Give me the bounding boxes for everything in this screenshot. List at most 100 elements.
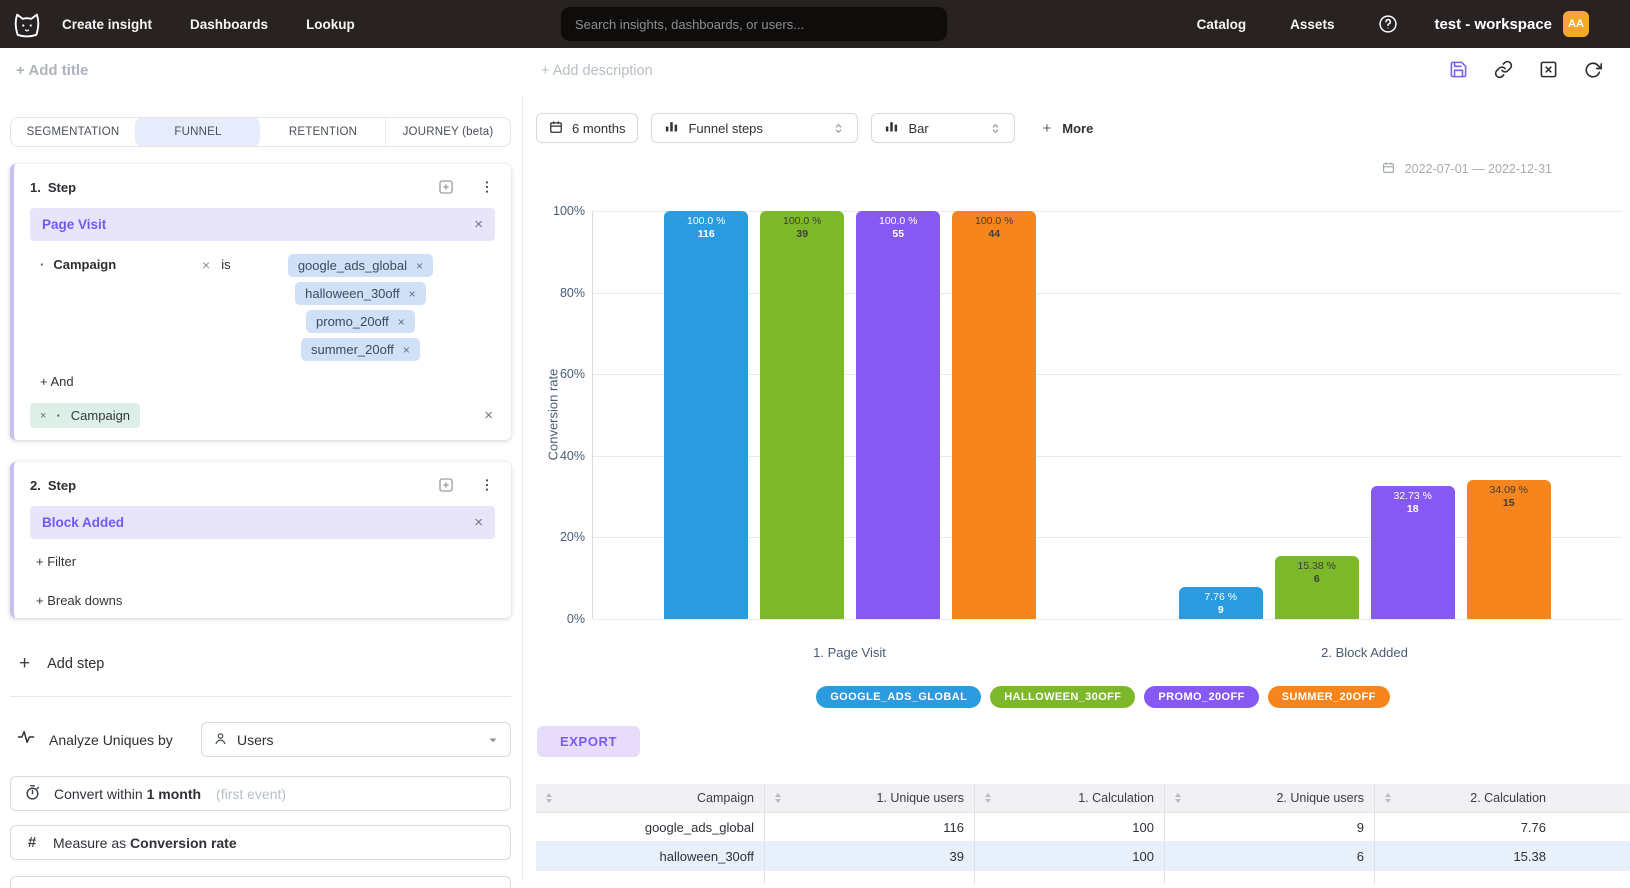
breakdown-value[interactable]: Campaign xyxy=(70,408,131,423)
nav-item-dashboards[interactable]: Dashboards xyxy=(190,16,269,32)
clear-icon[interactable] xyxy=(1539,60,1558,79)
x-axis-labels: 1. Page Visit 2. Block Added xyxy=(536,645,1622,660)
tab-segmentation[interactable]: SEGMENTATION xyxy=(26,126,120,138)
chip-remove-icon[interactable]: × xyxy=(415,258,423,273)
step-1-filter-row: · Campaign × is google_ads_global ×hallow… xyxy=(30,254,495,361)
analyze-entity-select[interactable]: Users xyxy=(201,722,511,757)
tab-retention[interactable]: RETENTION xyxy=(288,126,358,138)
legend-item-summer-20off[interactable]: SUMMER_20OFF xyxy=(1267,686,1390,708)
clipped-option-row xyxy=(10,876,511,888)
tab-funnel[interactable]: FUNNEL xyxy=(135,118,260,146)
bar-halloween-30off-2-block-added[interactable]: 15.38 % 6 xyxy=(1274,556,1359,619)
bar-summer-20off-2-block-added[interactable]: 34.09 % 15 xyxy=(1466,479,1551,619)
help-icon[interactable] xyxy=(1378,14,1398,34)
add-description-button[interactable]: + Add description xyxy=(541,63,653,79)
table-header-label: 1. Unique users xyxy=(876,791,964,805)
sort-icon[interactable] xyxy=(1175,793,1181,803)
bar-promo-20off-2-block-added[interactable]: 32.73 % 18 xyxy=(1370,485,1455,619)
table-header-2-calculation[interactable]: 2. Calculation xyxy=(1374,784,1630,812)
add-step-button[interactable]: + Add step xyxy=(10,654,511,673)
nav-item-create-insight[interactable]: Create insight xyxy=(62,16,153,32)
sort-icon[interactable] xyxy=(775,793,781,803)
funnel-builder-panel: SEGMENTATION FUNNEL RETENTION JOURNEY (beta… xyxy=(0,95,523,888)
breakdown-chip[interactable]: × · Campaign xyxy=(30,403,141,428)
bar-percent-label: 32.73 % xyxy=(1393,489,1433,502)
step-1-event-row[interactable]: Page Visit × xyxy=(30,208,495,241)
chart-type-select[interactable]: Bar xyxy=(871,113,1016,143)
step-2-event-remove-icon[interactable]: × xyxy=(474,514,483,531)
view-type-select[interactable]: Funnel steps xyxy=(651,113,859,143)
sort-icon[interactable] xyxy=(546,793,552,803)
add-title-button[interactable]: + Add title xyxy=(16,62,89,79)
bar-summer-20off-1-page-visit[interactable]: 100.0 % 44 xyxy=(952,211,1037,619)
table-row-google-ads-global[interactable]: google_ads_global 116 100 9 7.76 xyxy=(536,813,1630,842)
table-header-label: 2. Unique users xyxy=(1276,791,1364,805)
table-header-campaign[interactable]: Campaign xyxy=(536,784,764,812)
export-button[interactable]: EXPORT xyxy=(537,726,641,757)
bar-promo-20off-1-page-visit[interactable]: 100.0 % 55 xyxy=(856,211,941,619)
y-tick-label: 60% xyxy=(559,367,585,382)
bar-google-ads-global-2-block-added[interactable]: 7.76 % 9 xyxy=(1178,587,1263,619)
filter-property[interactable]: · Campaign xyxy=(40,254,202,272)
filter-remove-icon[interactable]: × xyxy=(202,257,211,273)
add-event-icon[interactable] xyxy=(437,178,455,196)
filter-value-chip-summer-20off[interactable]: summer_20off × xyxy=(300,338,420,361)
breakdown-row-remove-icon[interactable]: × xyxy=(484,407,493,424)
filter-value-chip-google-ads-global[interactable]: google_ads_global × xyxy=(287,254,433,277)
refresh-icon[interactable] xyxy=(1584,61,1602,79)
measure-as-text: Measure as Conversion rate xyxy=(53,834,237,851)
table-cell: halloween_30off xyxy=(659,848,754,864)
table-row-halloween-30off[interactable]: halloween_30off 39 100 6 15.38 xyxy=(536,842,1630,871)
table-header-1-unique-users[interactable]: 1. Unique users xyxy=(764,784,974,812)
nav-item-lookup[interactable]: Lookup xyxy=(306,16,355,32)
sort-icon[interactable] xyxy=(985,793,991,803)
tab-journey-beta[interactable]: JOURNEY (beta) xyxy=(385,118,510,146)
convert-within-row[interactable]: Convert within 1 month (first event) xyxy=(10,776,511,811)
property-name[interactable]: Campaign xyxy=(53,257,117,272)
table-header-2-unique-users[interactable]: 2. Unique users xyxy=(1164,784,1374,812)
legend-item-halloween-30off[interactable]: HALLOWEEN_30OFF xyxy=(990,686,1136,708)
date-range-button[interactable]: 6 months xyxy=(536,113,639,143)
bar-halloween-30off-1-page-visit[interactable]: 100.0 % 39 xyxy=(760,211,845,619)
more-options-button[interactable]: + More xyxy=(1042,120,1093,137)
filter-value-chip-halloween-30off[interactable]: halloween_30off × xyxy=(295,282,426,305)
chip-remove-icon[interactable]: × xyxy=(397,314,405,329)
bar-percent-label: 100.0 % xyxy=(878,215,918,227)
step-1-event-remove-icon[interactable]: × xyxy=(474,216,483,233)
add-filter-link[interactable]: + Filter xyxy=(36,554,77,569)
add-event-icon[interactable] xyxy=(437,476,455,494)
legend-item-promo-20off[interactable]: PROMO_20OFF xyxy=(1144,686,1259,708)
bar-group-2-block-added: 7.76 % 9 15.38 % 6 32.73 % 18 34.09 % 15 xyxy=(1108,211,1623,619)
nav-item-assets[interactable]: Assets xyxy=(1290,16,1335,32)
search-input[interactable] xyxy=(561,7,947,41)
avatar[interactable]: AA xyxy=(1563,11,1589,37)
add-and-condition-link[interactable]: + And xyxy=(40,374,74,389)
step-1-event-name[interactable]: Page Visit xyxy=(42,217,107,232)
add-breakdown-link[interactable]: + Break downs xyxy=(36,593,123,608)
step-2-event-name[interactable]: Block Added xyxy=(42,515,125,530)
measure-as-value: Conversion rate xyxy=(130,834,237,851)
nav-item-catalog[interactable]: Catalog xyxy=(1196,16,1247,32)
step-1-header: 1. Step xyxy=(30,178,495,196)
app-logo-cat-icon[interactable] xyxy=(12,11,42,38)
legend-item-google-ads-global[interactable]: GOOGLE_ADS_GLOBAL xyxy=(816,686,982,708)
table-cell-clipped xyxy=(974,871,1164,884)
chip-remove-icon[interactable]: × xyxy=(408,286,416,301)
filter-value-chip-promo-20off[interactable]: promo_20off × xyxy=(306,310,415,333)
filter-operator[interactable]: is xyxy=(221,257,231,272)
step-2-event-row[interactable]: Block Added × xyxy=(30,506,495,539)
chip-remove-icon[interactable]: × xyxy=(402,342,410,357)
step-1-menu-icon[interactable] xyxy=(479,179,495,195)
breakdown-chip-remove-icon[interactable]: × xyxy=(40,409,47,422)
stopwatch-icon xyxy=(24,784,41,804)
measure-as-row[interactable]: # Measure as Conversion rate xyxy=(10,825,511,860)
sort-icon[interactable] xyxy=(1385,793,1391,803)
table-header-1-calculation[interactable]: 1. Calculation xyxy=(974,784,1164,812)
workspace-name[interactable]: test - workspace xyxy=(1434,15,1552,33)
table-cell: 6 xyxy=(1164,842,1374,870)
step-2-menu-icon[interactable] xyxy=(479,477,495,493)
convert-within-text: Convert within 1 month xyxy=(54,785,202,802)
link-icon[interactable] xyxy=(1494,60,1513,79)
save-icon[interactable] xyxy=(1449,60,1468,79)
bar-google-ads-global-1-page-visit[interactable]: 100.0 % 116 xyxy=(664,211,749,619)
